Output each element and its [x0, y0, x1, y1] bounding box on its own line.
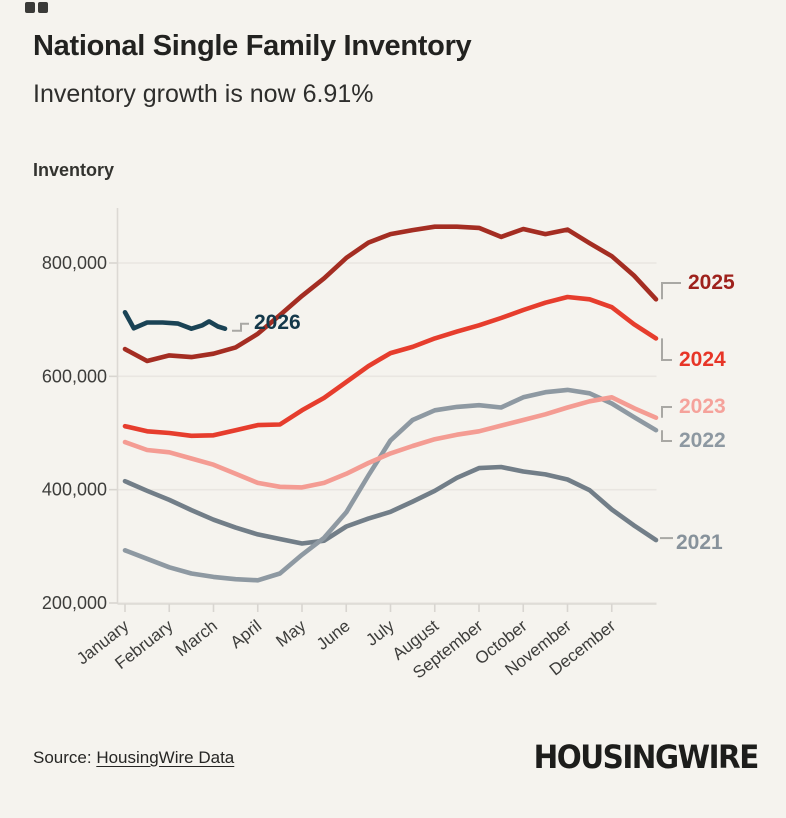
- y-tick-label: 200,000: [42, 593, 107, 613]
- year-label-2021: 2021: [676, 531, 723, 554]
- chart-title: National Single Family Inventory: [33, 30, 472, 62]
- label-connector-2024: [661, 338, 672, 361]
- year-label-2025: 2025: [688, 271, 735, 294]
- series-line-2025: [122, 224, 659, 364]
- label-connector-2025: [661, 282, 681, 300]
- series-line-2026: [122, 309, 228, 332]
- x-tick-label: March: [172, 616, 221, 660]
- series-line-2022: [122, 387, 659, 583]
- year-label-2024: 2024: [679, 348, 726, 371]
- x-tick-label: May: [272, 616, 309, 651]
- label-connector-2023: [661, 406, 672, 418]
- source-note: Source: HousingWire Data: [33, 748, 234, 768]
- series-line-2024: [122, 294, 659, 439]
- source-prefix: Source:: [33, 748, 97, 767]
- label-connector-2022: [661, 430, 672, 442]
- window-artifact-mark: [25, 2, 48, 13]
- series-line-2021: [122, 464, 659, 546]
- y-axis-title: Inventory: [33, 160, 115, 180]
- series-line-2023: [122, 394, 659, 490]
- label-connector-2026: [232, 322, 250, 332]
- housingwire-logo: HOUSINGWIRE: [533, 738, 760, 777]
- y-tick-label: 400,000: [42, 480, 107, 500]
- year-label-2026: 2026: [254, 311, 301, 334]
- year-label-2023: 2023: [679, 395, 726, 418]
- x-tick-label: June: [313, 616, 354, 654]
- year-label-2022: 2022: [679, 429, 726, 452]
- y-tick-label: 800,000: [42, 253, 107, 273]
- source-link[interactable]: HousingWire Data: [96, 748, 235, 767]
- x-tick-label: April: [227, 616, 266, 652]
- chart-subtitle: Inventory growth is now 6.91%: [33, 80, 374, 108]
- y-tick-label: 600,000: [42, 366, 107, 386]
